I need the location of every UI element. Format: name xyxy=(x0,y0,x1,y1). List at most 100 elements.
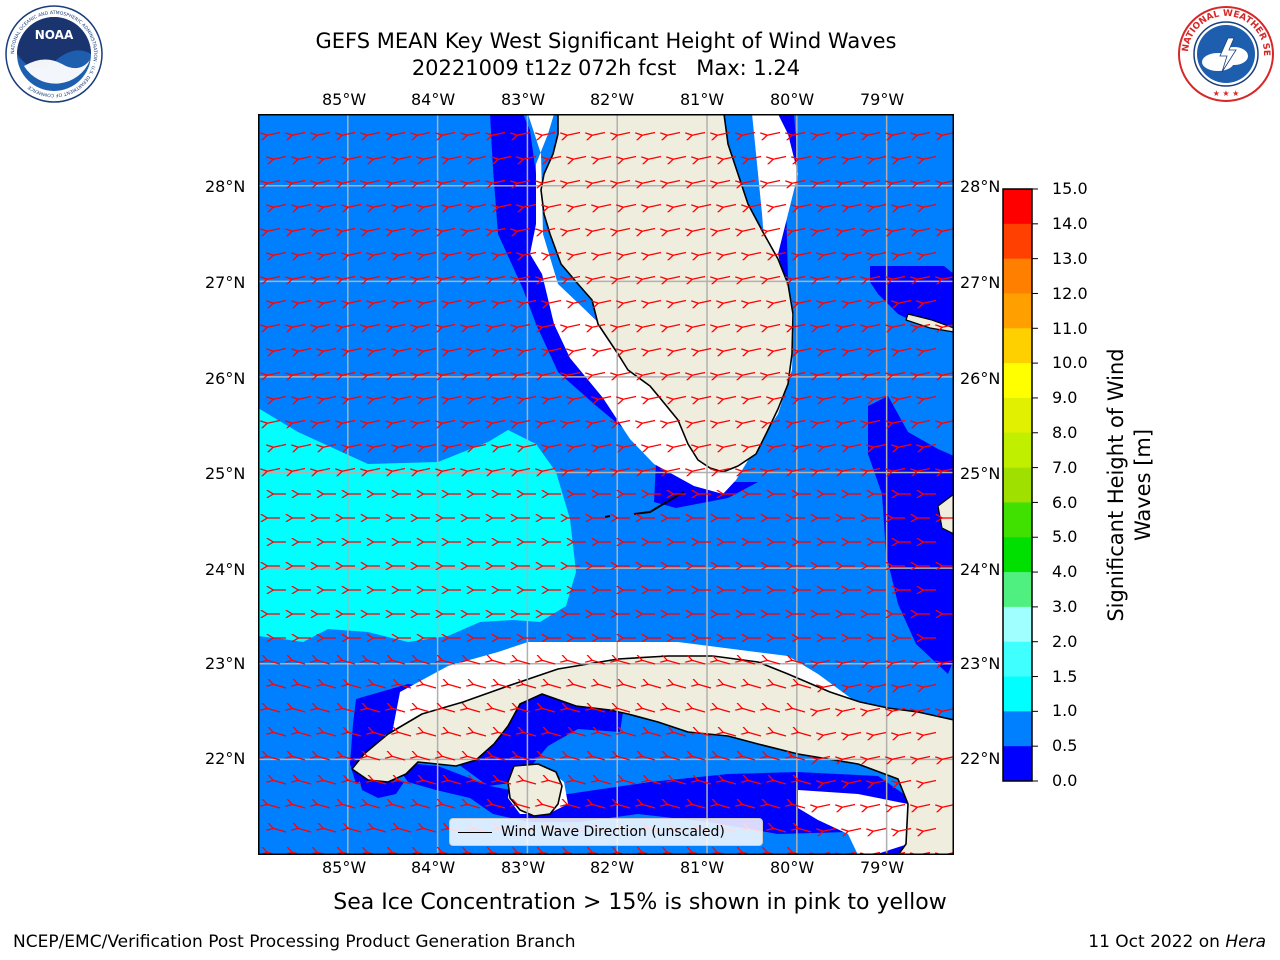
wave-direction-arrow xyxy=(266,179,281,184)
wave-direction-arrow xyxy=(841,275,856,280)
lat-tick-left: 22°N xyxy=(205,749,246,768)
wave-direction-arrow xyxy=(872,155,887,160)
sea-ice-note: Sea Ice Concentration > 15% is shown in … xyxy=(333,890,947,915)
wave-direction-arrow xyxy=(397,780,412,785)
wave-direction-arrow xyxy=(447,251,462,256)
wave-direction-arrow xyxy=(691,227,706,232)
colorbar-tick: 10.0 xyxy=(1052,353,1088,372)
wave-direction-arrow xyxy=(297,299,312,304)
wave-direction-arrow xyxy=(372,251,387,256)
wave-direction-arrow xyxy=(372,732,387,737)
wave-direction-arrow xyxy=(291,275,306,280)
wave-direction-arrow xyxy=(791,131,806,136)
wave-direction-arrow xyxy=(416,227,431,232)
wave-direction-arrow xyxy=(616,708,631,713)
wave-direction-arrow xyxy=(816,803,831,808)
colorbar-bin xyxy=(1003,397,1032,434)
wave-direction-arrow xyxy=(441,756,456,761)
wave-direction-arrow xyxy=(872,299,887,304)
chart-title-line1: GEFS MEAN Key West Significant Height of… xyxy=(315,29,897,53)
wave-direction-arrow xyxy=(597,780,612,785)
wave-direction-arrow xyxy=(391,708,406,713)
wave-direction-arrow xyxy=(816,371,831,376)
wave-direction-arrow xyxy=(322,828,337,833)
wave-direction-arrow xyxy=(797,299,812,304)
wave-direction-arrow xyxy=(341,804,356,809)
wave-direction-arrow xyxy=(397,828,412,833)
wave-direction-arrow xyxy=(866,227,881,232)
wave-direction-arrow xyxy=(616,227,631,232)
wave-direction-arrow xyxy=(697,780,712,785)
wave-direction-arrow xyxy=(641,323,656,328)
wave-direction-arrow xyxy=(441,467,456,472)
wave-direction-arrow xyxy=(591,179,606,184)
colorbar-bin xyxy=(1003,606,1032,643)
lon-tick-top: 85°W xyxy=(322,90,367,109)
wave-direction-arrow xyxy=(691,467,706,472)
wave-direction-arrow xyxy=(366,371,381,376)
wave-direction-arrow xyxy=(516,419,531,424)
wave-direction-arrow xyxy=(822,251,837,256)
wave-direction-arrow xyxy=(822,347,837,352)
wave-direction-arrow xyxy=(816,179,831,184)
wave-direction-arrow xyxy=(772,828,787,833)
wave-direction-arrow xyxy=(791,756,806,761)
wave-direction-arrow xyxy=(922,683,937,688)
wave-direction-arrow xyxy=(922,779,937,784)
wave-direction-arrow xyxy=(622,155,637,160)
colorbar-bin xyxy=(1003,432,1032,469)
wave-direction-arrow xyxy=(722,684,737,689)
wave-direction-arrow xyxy=(291,419,306,424)
wave-direction-arrow xyxy=(291,227,306,232)
wave-direction-arrow xyxy=(266,804,281,809)
wave-direction-arrow xyxy=(372,299,387,304)
wave-direction-arrow xyxy=(497,443,512,448)
wave-direction-arrow xyxy=(722,203,737,208)
wave-direction-arrow xyxy=(916,659,931,664)
florida-landmass xyxy=(540,114,794,473)
wave-direction-arrow xyxy=(866,179,881,184)
wave-direction-arrow xyxy=(766,756,781,761)
wave-direction-arrow xyxy=(541,323,556,328)
wave-direction-arrow xyxy=(497,155,512,160)
wave-direction-arrow xyxy=(641,371,656,376)
wave-direction-arrow xyxy=(822,299,837,304)
wave-direction-arrow xyxy=(497,299,512,304)
colorbar-bin xyxy=(1003,537,1032,573)
wave-direction-arrow xyxy=(897,779,912,784)
wave-direction-arrow xyxy=(447,203,462,208)
wave-direction-arrow xyxy=(841,323,856,328)
wave-direction-arrow xyxy=(322,155,337,160)
wave-direction-arrow xyxy=(472,251,487,256)
wave-direction-arrow xyxy=(591,227,606,232)
wave-direction-arrow xyxy=(797,251,812,256)
wave-direction-arrow xyxy=(897,203,912,208)
wave-direction-arrow xyxy=(816,467,831,472)
wave-direction-arrow xyxy=(772,395,787,400)
wave-direction-arrow xyxy=(872,203,887,208)
wave-direction-arrow xyxy=(366,179,381,184)
wave-direction-arrow xyxy=(597,251,612,256)
wave-direction-arrow xyxy=(522,732,537,737)
wave-direction-arrow xyxy=(722,443,737,448)
wave-direction-arrow xyxy=(366,708,381,713)
wave-direction-arrow xyxy=(591,323,606,328)
wave-direction-arrow xyxy=(272,684,287,689)
wave-direction-arrow xyxy=(697,395,712,400)
wave-direction-arrow xyxy=(697,732,712,737)
wave-direction-arrow xyxy=(347,780,362,785)
wave-direction-arrow xyxy=(716,179,731,184)
wave-direction-arrow xyxy=(916,707,931,712)
footer-machine: Hera xyxy=(1225,932,1266,952)
wave-direction-arrow xyxy=(622,299,637,304)
wave-direction-arrow xyxy=(791,323,806,328)
wave-direction-arrow xyxy=(316,708,331,713)
wave-direction-arrow xyxy=(891,467,906,472)
wave-direction-arrow xyxy=(597,155,612,160)
wave-direction-arrow xyxy=(791,804,806,809)
wave-direction-arrow xyxy=(472,395,487,400)
wave-direction-arrow xyxy=(466,131,481,136)
wave-direction-arrow xyxy=(566,179,581,184)
wave-direction-arrow xyxy=(741,275,756,280)
wave-direction-arrow xyxy=(897,731,912,736)
